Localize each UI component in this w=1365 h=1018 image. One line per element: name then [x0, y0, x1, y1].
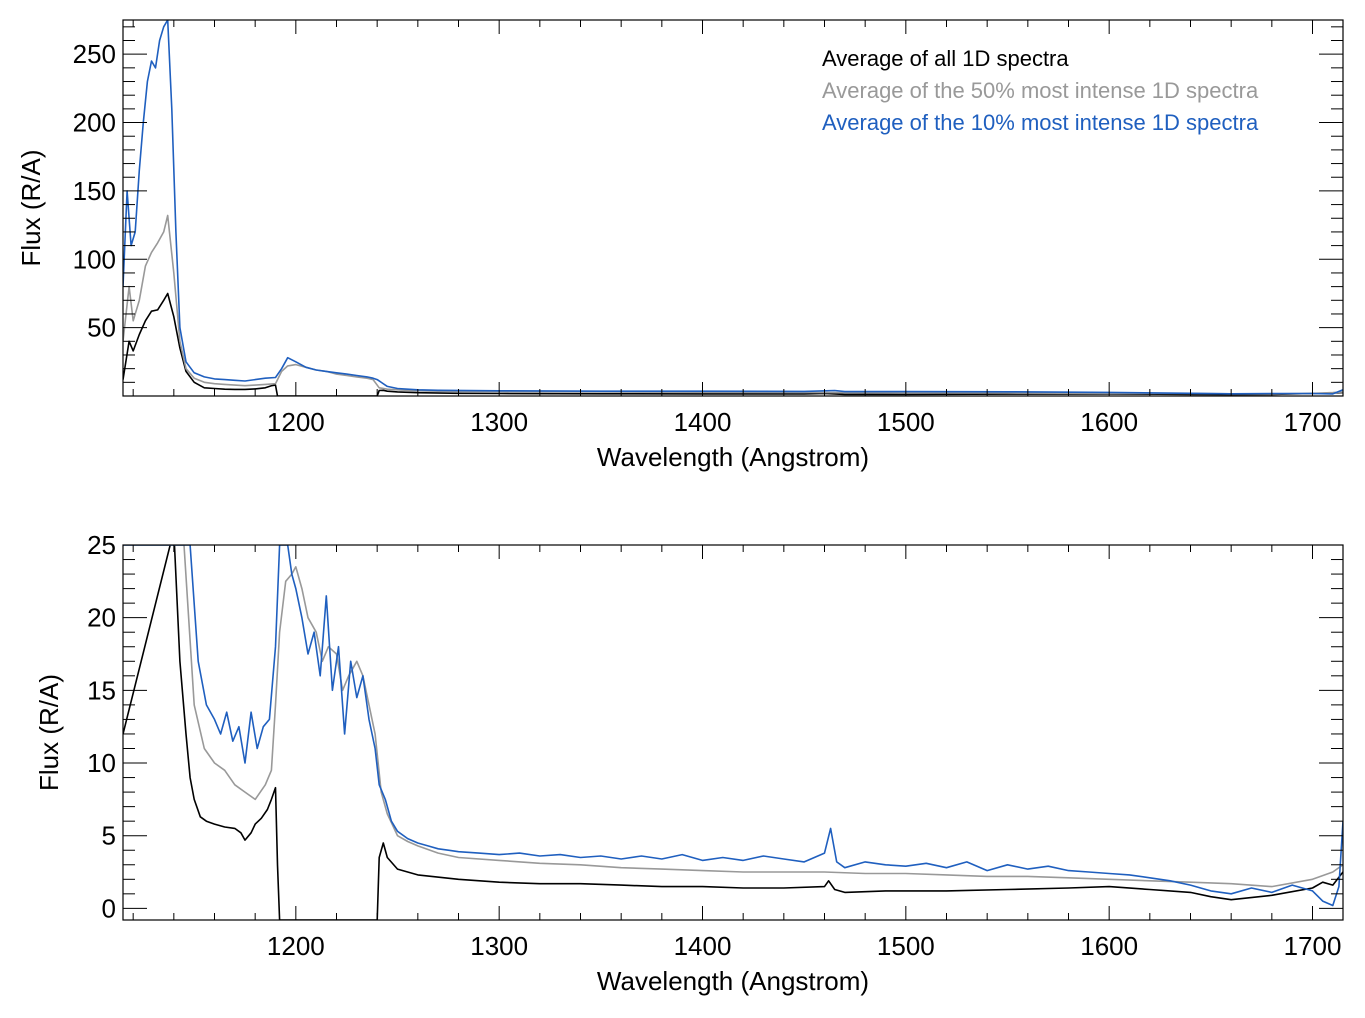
x-tick-label: 1400	[674, 407, 732, 437]
x-axis-label: Wavelength (Angstrom)	[597, 966, 869, 996]
x-tick-label: 1200	[267, 407, 325, 437]
y-axis-label: Flux (R/A)	[16, 150, 46, 267]
series-line-0	[123, 545, 1343, 920]
plot-area	[123, 20, 1343, 396]
x-tick-label: 1400	[674, 931, 732, 961]
series-line-2	[123, 20, 1343, 395]
y-axis-label: Flux (R/A)	[34, 674, 64, 791]
x-tick-label: 1200	[267, 931, 325, 961]
y-tick-label: 200	[73, 108, 116, 138]
plot-area	[123, 545, 1343, 920]
plot-frame	[122, 544, 1344, 921]
series-line-0	[123, 292, 1343, 396]
x-axis-label: Wavelength (Angstrom)	[597, 442, 869, 472]
y-tick-label: 0	[102, 893, 116, 923]
x-tick-label: 1500	[877, 407, 935, 437]
y-tick-label: 150	[73, 176, 116, 206]
plot-frame	[122, 19, 1344, 397]
y-tick-label: 100	[73, 244, 116, 274]
x-tick-label: 1600	[1080, 931, 1138, 961]
x-tick-label: 1300	[470, 407, 528, 437]
x-tick-label: 1700	[1284, 407, 1342, 437]
legend-entry-0: Average of all 1D spectra	[822, 46, 1069, 71]
y-tick-label: 5	[102, 821, 116, 851]
bottom-panel: 1200 1300 1400 1500 1600 1700 0 5 10 15 20 25 Wavele…	[34, 530, 1344, 996]
legend-entry-1: Average of the 50% most intense 1D spect…	[822, 78, 1259, 103]
y-tick-label: 20	[87, 603, 116, 633]
y-tick-label: 25	[87, 530, 116, 560]
y-tick-label: 10	[87, 748, 116, 778]
x-tick-label: 1600	[1080, 407, 1138, 437]
x-tick-label: 1700	[1284, 931, 1342, 961]
legend-entry-2: Average of the 10% most intense 1D spect…	[822, 110, 1259, 135]
legend: Average of all 1D spectra Average of the …	[822, 46, 1259, 135]
y-tick-label: 250	[73, 39, 116, 69]
x-tick-label: 1500	[877, 931, 935, 961]
top-panel: 1200 1300 1400 1500 1600 1700 50 100 150 200 250 Wa…	[16, 19, 1344, 472]
y-tick-label: 50	[87, 313, 116, 343]
series-line-2	[123, 545, 1343, 907]
y-tick-label: 15	[87, 675, 116, 705]
series-line-1	[123, 545, 1343, 888]
x-tick-label: 1300	[470, 931, 528, 961]
